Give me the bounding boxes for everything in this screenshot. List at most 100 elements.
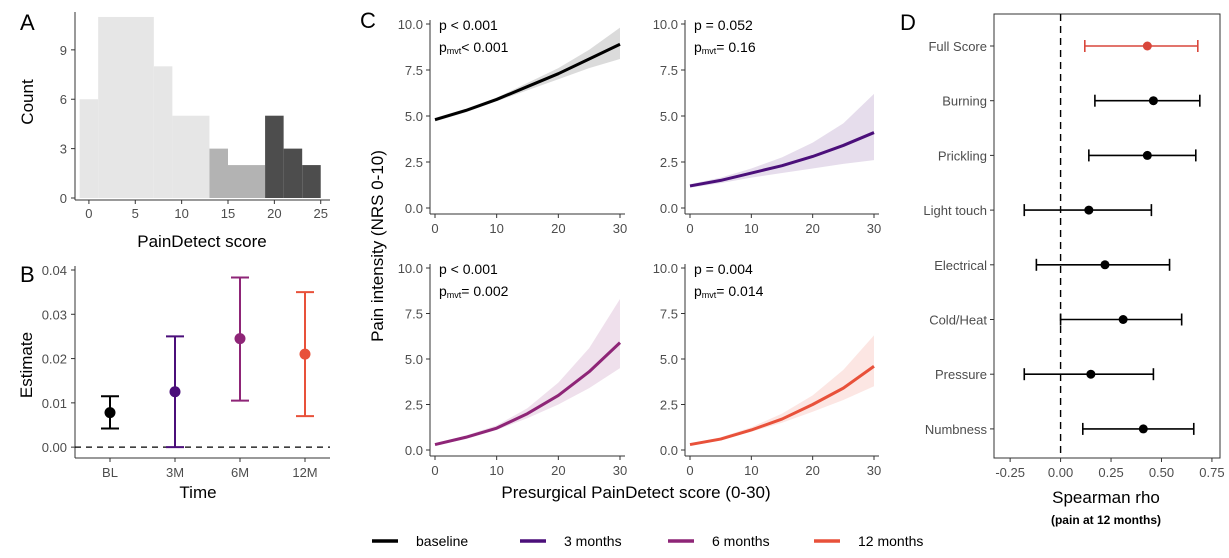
histogram-bar: [209, 148, 228, 198]
y-tick-label: 0.00: [42, 440, 67, 455]
x-tick-label: 0: [431, 463, 438, 478]
x-tick-label: 10: [744, 221, 758, 236]
x-tick-label: 0.25: [1098, 465, 1123, 480]
legend-label-m12: 12 months: [858, 533, 923, 549]
correlation-items: Full Score Burning Prickling Light touch Ele…: [923, 39, 1201, 437]
panel-a-ylabel: Count: [18, 79, 37, 125]
y-tick-label: 0.0: [660, 201, 678, 216]
histogram-bar: [283, 148, 303, 198]
histogram-bar: [79, 99, 99, 198]
rho-point: [1084, 205, 1094, 215]
y-tick-label: 5.0: [405, 352, 423, 367]
x-tick-label: 15: [221, 206, 235, 221]
estimate-point: [299, 348, 311, 360]
x-tick-label: 6M: [231, 465, 249, 480]
panel-letter-a: A: [20, 10, 35, 35]
y-tick-label: 10.0: [398, 17, 423, 32]
rho-point: [1100, 260, 1110, 270]
x-tick-label: 30: [613, 221, 627, 236]
x-tick-label: 20: [551, 463, 565, 478]
y-tick-label: 5.0: [660, 109, 678, 124]
x-tick-label: 20: [551, 221, 565, 236]
histogram-bar: [172, 115, 210, 198]
p-mvt-value: pmvt= 0.014: [694, 283, 764, 300]
y-tick-label: 7.5: [405, 63, 423, 78]
subplot-m6: 0.0 2.5 5.0 7.5 10.0 0 10 20 30 p < 0.001 pmvt= 0.…: [398, 261, 628, 478]
x-tick-label: 5: [132, 206, 139, 221]
p-mvt-value: pmvt< 0.001: [439, 39, 509, 56]
y-tick-label: 2.5: [405, 155, 423, 170]
confidence-band: [690, 335, 874, 446]
y-tick-label: 7.5: [660, 307, 678, 322]
estimate-point: [234, 333, 246, 345]
rho-point: [1138, 424, 1148, 434]
p-mvt-value: pmvt= 0.16: [694, 39, 756, 56]
y-tick-label: 2.5: [405, 398, 423, 413]
estimate-point: [104, 407, 116, 419]
y-tick-label: 0.02: [42, 352, 67, 367]
x-tick-label: 0.50: [1149, 465, 1174, 480]
y-tick-label: 5.0: [660, 352, 678, 367]
row-label: Electrical: [934, 258, 987, 273]
histogram-bar: [265, 115, 284, 198]
x-tick-label: 30: [613, 463, 627, 478]
x-tick-label: 0: [85, 206, 92, 221]
y-tick-label: 0.04: [42, 263, 67, 278]
panel-d-axes: -0.25 0.00 0.25 0.50 0.75: [990, 13, 1225, 480]
confidence-band: [435, 298, 620, 446]
rho-point: [1086, 369, 1096, 379]
y-tick-label: 2.5: [660, 155, 678, 170]
x-tick-label: 30: [867, 221, 881, 236]
panel-b-xlabel: Time: [179, 483, 216, 502]
panel-b-ylabel: Estimate: [17, 332, 36, 398]
panel-d-subtitle: (pain at 12 months): [1051, 513, 1161, 527]
x-tick-label: 10: [489, 221, 503, 236]
estimate-point: [169, 386, 181, 398]
y-tick-label: 9: [60, 43, 67, 58]
y-tick-label: 0.03: [42, 307, 67, 322]
x-tick-label: 10: [744, 463, 758, 478]
rho-point: [1142, 150, 1152, 160]
histogram-bars: [79, 16, 321, 199]
histogram-bar: [228, 165, 266, 198]
y-tick-label: 3: [60, 142, 67, 157]
y-tick-label: 7.5: [660, 63, 678, 78]
panel-c: C 0.0 2.5 5.0 7.5 10.0 0 10 20 30 p < 0.001 pmvt< …: [360, 8, 881, 502]
panel-a-xlabel: PainDetect score: [137, 232, 266, 251]
x-tick-label: 0: [686, 221, 693, 236]
x-tick-label: -0.25: [995, 465, 1025, 480]
legend-label-m6: 6 months: [712, 533, 770, 549]
p-value: p < 0.001: [439, 261, 498, 277]
plot-frame: [993, 13, 1221, 459]
y-tick-label: 6: [60, 92, 67, 107]
histogram-bar: [98, 16, 154, 199]
panel-letter-b: B: [20, 262, 35, 287]
y-tick-label: 0: [60, 191, 67, 206]
panel-letter-d: D: [900, 10, 916, 35]
legend-label-baseline: baseline: [416, 533, 468, 549]
x-tick-label: 0: [431, 221, 438, 236]
rho-point: [1148, 96, 1158, 106]
row-label: Cold/Heat: [929, 313, 987, 328]
histogram-bar: [153, 66, 173, 199]
confidence-band: [690, 93, 874, 188]
p-value: p = 0.004: [694, 261, 753, 277]
p-mvt-value: pmvt= 0.002: [439, 283, 509, 300]
y-tick-label: 0.0: [660, 443, 678, 458]
panel-letter-c: C: [360, 8, 376, 33]
estimate-points: [101, 276, 314, 449]
row-label: Prickling: [938, 148, 987, 163]
subplot-m3: 0.0 2.5 5.0 7.5 10.0 0 10 20 30 p = 0.052 pmvt= 0.…: [653, 17, 882, 236]
x-tick-label: 10: [489, 463, 503, 478]
row-label: Light touch: [923, 203, 987, 218]
y-tick-label: 0.01: [42, 396, 67, 411]
panel-d-xlabel: Spearman rho: [1052, 488, 1160, 507]
y-tick-label: 10.0: [653, 261, 678, 276]
regression-line: [689, 131, 875, 188]
panel-d: D -0.25 0.00 0.25 0.50 0.75 Full Score Burnin…: [900, 10, 1225, 527]
p-value: p = 0.052: [694, 17, 753, 33]
panel-b: B 0.00 0.01 0.02 0.03 0.04 BL 3M 6M 12M Time Est…: [17, 262, 330, 502]
x-tick-label: 20: [267, 206, 281, 221]
x-tick-label: 0: [686, 463, 693, 478]
y-tick-label: 10.0: [653, 17, 678, 32]
